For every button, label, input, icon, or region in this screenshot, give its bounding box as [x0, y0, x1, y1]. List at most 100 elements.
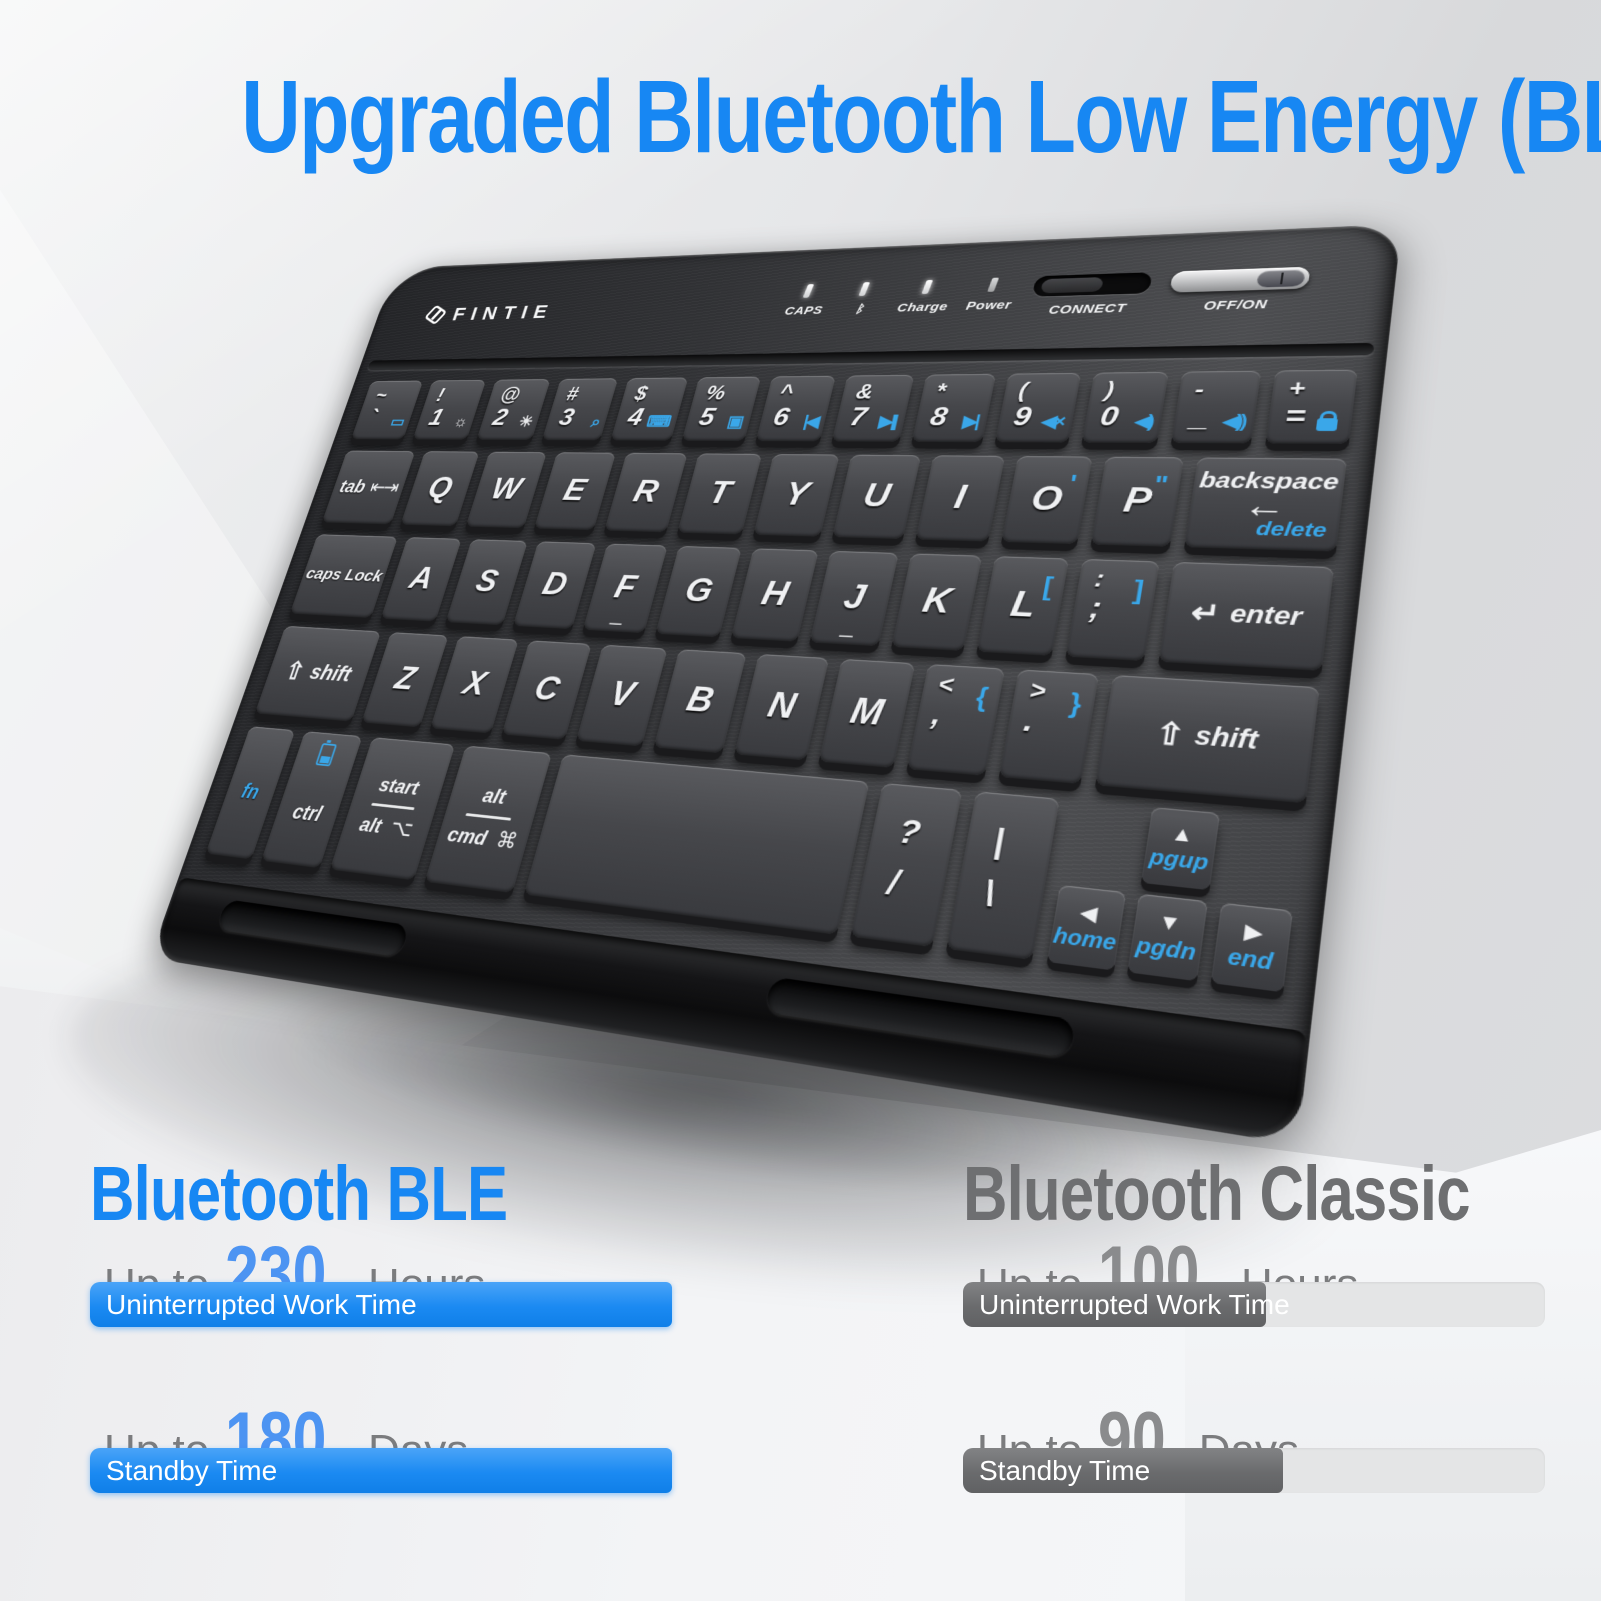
tab-arrows-icon: ⇤⇥: [367, 476, 401, 498]
key->: >.}: [998, 669, 1099, 784]
key-?: ? /: [850, 782, 963, 948]
key-S: S: [445, 539, 528, 626]
key-bottom-legend: 0: [1097, 401, 1121, 432]
display-icon: ▭: [388, 414, 406, 430]
key-letter: E: [559, 473, 591, 507]
key-legends: >.: [1021, 677, 1048, 738]
key-F: F _: [582, 543, 668, 634]
key-top-legend: &: [853, 380, 876, 404]
lock-icon: [1315, 418, 1339, 431]
classic-column: Bluetooth Classic Up to 100 Hours Uninte…: [963, 1150, 1545, 1493]
key-P: P ": [1090, 456, 1185, 547]
key-top-legend: :: [1092, 565, 1107, 593]
key-letter: A: [405, 561, 438, 596]
home-row-bump: _: [609, 602, 628, 626]
key-letter: U: [859, 477, 894, 514]
power-indicator: Power: [965, 277, 1017, 313]
key-top-legend: |: [990, 821, 1008, 861]
charge-label: Charge: [895, 300, 949, 315]
key-top-label: alt: [480, 783, 509, 809]
key-space: [523, 754, 870, 935]
key-V: V: [576, 644, 668, 747]
power-switch: [1169, 266, 1311, 293]
page-title: Upgraded Bluetooth Low Energy (BLE) Tech…: [0, 58, 1601, 176]
connect-label: CONNECT: [1047, 301, 1128, 318]
key-T: T: [677, 453, 763, 535]
key-pgdn: ▼ pgdn: [1127, 893, 1208, 982]
ble-work-bar-fill: Uninterrupted Work Time: [90, 1282, 672, 1327]
key-legends: <,: [929, 671, 957, 731]
key-label-row: ⇧ shift: [1153, 715, 1260, 758]
key-+: + =: [1265, 369, 1358, 444]
classic-standby-bar: Standby Time: [963, 1448, 1545, 1493]
front-notch-right: [763, 976, 1076, 1059]
key--: - _ ◀)): [1171, 370, 1262, 444]
shift-icon: ⇧: [1152, 716, 1188, 753]
key-I: I: [915, 455, 1005, 542]
key-top-legend: ^: [777, 381, 796, 404]
key-row-1: ~ ` ▭! 1 ☼ @2 ☀ #3 ⌕ $4 ⌨% 5 ▣ ^ 6 |◀ & 7 ▶|| * 8 ▶|(9 ◀×) 0 ◀) -…: [351, 369, 1358, 444]
key-E: E: [533, 452, 616, 531]
key-legends: * 8: [927, 380, 955, 431]
key-legends: - _: [1188, 377, 1215, 431]
key-accent-legend: ]: [1131, 575, 1146, 605]
key-bottom-row: alt ⌥: [357, 812, 416, 842]
key-accent-legend: [: [1040, 572, 1056, 601]
key-bottom-legend: 2: [489, 404, 512, 431]
key-label-row: ⇧ shift: [281, 656, 355, 689]
key-label: caps Lock: [303, 564, 385, 586]
key-top-legend: @: [497, 384, 523, 406]
key-bottom-label: alt: [357, 812, 385, 837]
key-Y: Y: [753, 454, 840, 537]
key-bottom-legend: 6: [770, 402, 793, 431]
connect-button: [1031, 272, 1153, 297]
key-bottom-legend: /: [884, 861, 903, 902]
key-:: :;]: [1066, 559, 1161, 662]
power-label: Power: [964, 298, 1013, 313]
key-letter: X: [459, 665, 491, 703]
key-stack: start alt ⌥: [342, 771, 445, 843]
key-bottom-legend: 3: [556, 403, 578, 431]
key-letter: B: [682, 680, 718, 720]
key-D: D: [513, 541, 597, 630]
key-letter: T: [705, 475, 735, 511]
key-<: <, {: [906, 664, 1005, 776]
key-letter: M: [846, 691, 888, 733]
key-home: ◀ home: [1046, 884, 1127, 971]
key-label: ctrl: [289, 799, 325, 826]
key-legends: | \: [981, 821, 1008, 912]
key-letter: G: [681, 572, 717, 609]
fintie-logo: FINTIE: [424, 300, 557, 325]
power-led-icon: [986, 277, 999, 292]
key-bottom-row: cmd ⌘: [445, 822, 520, 855]
ble-column: Bluetooth BLE Up to 230 Hours Uninterrup…: [90, 1150, 672, 1493]
key-letter: D: [538, 566, 572, 602]
caps-indicator: CAPS: [783, 284, 829, 318]
key-|: | \: [946, 791, 1060, 960]
key-sub-label: pgup: [1147, 845, 1210, 875]
key-sub-label: home: [1051, 923, 1118, 956]
key-sub-label: delete: [1254, 518, 1328, 542]
key-~: ~ ` ▭: [351, 380, 424, 440]
key-stack: alt cmd ⌘: [435, 781, 541, 856]
bluetooth-indicator: ᛒ: [839, 282, 886, 317]
key-bottom-legend: 5: [696, 403, 719, 431]
key-legends: & 7: [847, 380, 876, 431]
key-row-2: tab ⇤⇥ Q W E R T Y U I O ' P " backspace ← delete: [321, 450, 1348, 552]
key-(: (9 ◀×: [994, 372, 1081, 443]
brightness-down-icon: ☼: [451, 413, 469, 431]
up-arrow-icon: ▲: [1169, 822, 1196, 847]
charge-led-icon: [921, 279, 933, 295]
caps-led-icon: [802, 284, 815, 298]
volume-up-icon: ◀)): [1221, 412, 1246, 432]
key-label: enter: [1228, 600, 1304, 631]
brand-name: FINTIE: [450, 300, 558, 325]
key-legends: ! 1: [426, 385, 453, 430]
search-icon: ⌕: [589, 413, 601, 431]
key-legends: ) 0: [1097, 378, 1125, 432]
connect-button-knob: [1040, 277, 1104, 294]
key-top-legend: <: [935, 671, 957, 699]
key-accent-legend: ': [1067, 470, 1079, 498]
key-letter: W: [487, 472, 526, 506]
key-letter: I: [951, 479, 970, 516]
